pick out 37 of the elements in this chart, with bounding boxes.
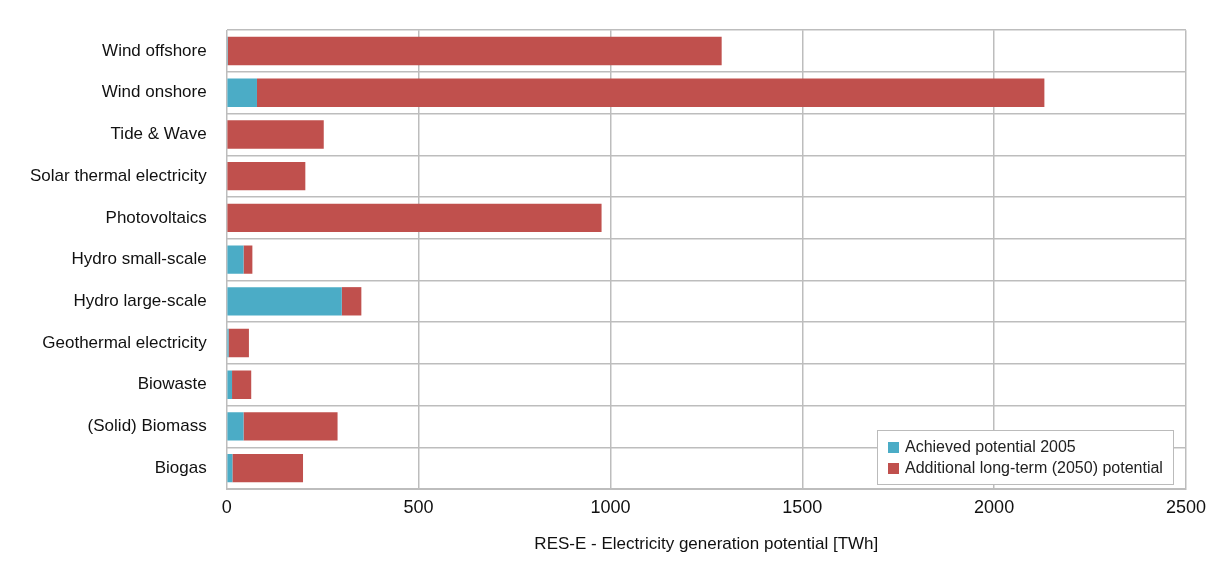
bar <box>256 78 1045 107</box>
y-tick-label: Geothermal electricity <box>42 332 208 352</box>
bar <box>243 245 253 274</box>
bar <box>227 287 342 316</box>
bar <box>227 412 244 441</box>
x-tick-label: 500 <box>403 496 434 517</box>
bar <box>227 78 257 107</box>
bar <box>232 370 252 399</box>
x-tick-label: 1500 <box>782 496 823 517</box>
x-tick-label: 2000 <box>974 496 1015 517</box>
x-tick-label: 1000 <box>590 496 631 517</box>
bar <box>227 245 244 274</box>
bar <box>227 120 324 149</box>
y-tick-label: Solar thermal electricity <box>29 165 208 185</box>
bar <box>227 370 233 399</box>
y-tick-label: Hydro large-scale <box>73 291 207 310</box>
x-axis-title: RES-E - Electricity generation potential [TWh] <box>534 534 879 554</box>
x-tick-label: 0 <box>221 496 232 517</box>
bar <box>227 162 306 191</box>
y-tick-label: Biowaste <box>137 374 207 394</box>
y-tick-label: Biogas <box>154 457 207 477</box>
y-tick-label: Wind onshore <box>101 82 207 102</box>
x-tick-label: 2500 <box>1165 496 1206 517</box>
bar <box>243 412 338 441</box>
bar <box>227 453 233 483</box>
y-tick-label: Photovoltaics <box>105 207 207 227</box>
y-tick-label: (Solid) Biomass <box>87 416 207 436</box>
y-tick-label: Tide & Wave <box>110 124 207 144</box>
bar <box>341 287 362 316</box>
legend-label: Additional long-term (2050) potential <box>903 459 1163 477</box>
bar <box>228 328 249 358</box>
bar <box>227 36 722 66</box>
bar <box>227 203 602 233</box>
y-tick-label: Wind offshore <box>102 40 207 60</box>
bar <box>232 453 304 483</box>
legend-label: Achieved potential 2005 <box>903 438 1077 456</box>
y-tick-label: Hydro small-scale <box>71 249 207 269</box>
